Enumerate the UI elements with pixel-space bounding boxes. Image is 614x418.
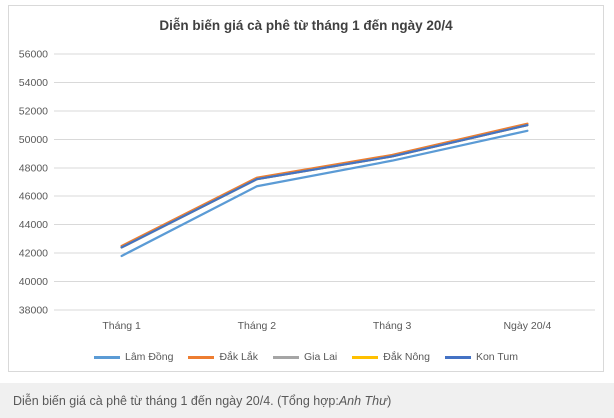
y-tick-label: 38000 bbox=[19, 305, 48, 317]
y-tick-label: 50000 bbox=[19, 134, 48, 146]
y-tick-label: 40000 bbox=[19, 276, 48, 288]
line-chart-plot: 38000 40000 42000 44000 46000 48000 50000 52000… bbox=[19, 49, 595, 332]
y-tick-label: 44000 bbox=[19, 219, 48, 231]
legend-item-0: Lâm Đồng bbox=[94, 351, 173, 363]
legend-swatch-icon bbox=[188, 355, 215, 359]
caption-text: Diễn biến giá cà phê từ tháng 1 đến ngày… bbox=[13, 393, 339, 408]
legend-swatch-icon bbox=[94, 355, 120, 359]
legend-label: Kon Tum bbox=[475, 351, 518, 363]
x-tick-label: Tháng 2 bbox=[238, 320, 277, 332]
caption-suffix: ) bbox=[387, 393, 392, 408]
legend-item-3: Đắk Nông bbox=[352, 351, 430, 363]
chart-card: Diễn biến giá cà phê từ tháng 1 đến ngày… bbox=[8, 5, 604, 372]
legend-item-2: Gia Lai bbox=[272, 351, 338, 363]
legend-label: Đắk Lắk bbox=[219, 351, 258, 363]
x-tick-label: Ngày 20/4 bbox=[503, 320, 551, 332]
legend-label: Đắk Nông bbox=[383, 351, 430, 363]
caption-author: Anh Thư bbox=[338, 393, 388, 408]
chart-legend: Lâm Đồng Đắk Lắk Gia Lai Đắk Nông Kon Tum bbox=[9, 351, 603, 363]
legend-swatch-icon bbox=[444, 355, 471, 359]
legend-swatch-icon bbox=[272, 355, 299, 359]
x-tick-label: Tháng 3 bbox=[373, 320, 412, 332]
legend-item-4: Kon Tum bbox=[444, 351, 518, 363]
legend-label: Gia Lai bbox=[303, 351, 338, 363]
series-line-4 bbox=[120, 123, 529, 249]
legend-item-1: Đắk Lắk bbox=[188, 351, 258, 363]
x-tick-label: Tháng 1 bbox=[102, 320, 141, 332]
series-line-1 bbox=[120, 122, 529, 248]
legend-swatch-icon bbox=[352, 355, 379, 359]
series-line-0 bbox=[120, 129, 529, 258]
y-tick-label: 42000 bbox=[19, 248, 48, 260]
caption-bar: Diễn biến giá cà phê từ tháng 1 đến ngày… bbox=[0, 383, 614, 418]
y-tick-label: 52000 bbox=[19, 105, 48, 117]
chart-title: Diễn biến giá cà phê từ tháng 1 đến ngày… bbox=[159, 18, 453, 33]
legend-label: Lâm Đồng bbox=[125, 351, 174, 363]
y-tick-label: 48000 bbox=[19, 162, 48, 174]
y-tick-label: 56000 bbox=[19, 49, 48, 61]
y-tick-label: 46000 bbox=[19, 191, 48, 203]
y-tick-label: 54000 bbox=[19, 77, 48, 89]
